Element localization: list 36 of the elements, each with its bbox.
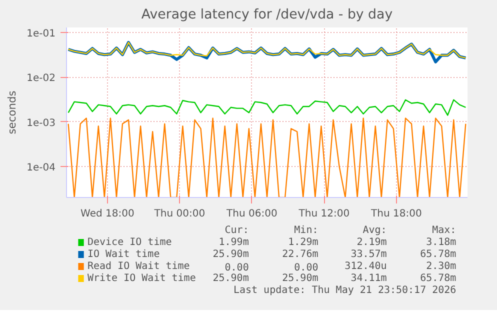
text: 1.29m [288,237,318,248]
text: 2.30m [426,261,456,272]
text: 2.19m [356,237,387,248]
y-tick-label: 1e-03 [26,118,56,129]
text: Min: [294,225,318,236]
text: 65.78m [420,273,456,284]
text: 25.90m [212,249,249,260]
text: 312.40u [344,261,387,272]
text: 33.57m [350,249,387,260]
legend-label: Read IO Wait time [87,261,190,272]
text: 3.18m [426,237,456,248]
y-tick-label: 1e-01 [26,28,56,40]
x-tick-label: Wed 18:00 [80,208,134,220]
legend-label: Write IO Wait time [87,273,196,284]
text: Cur: [224,225,249,236]
legend-label: IO Wait time [87,249,160,260]
legend-label: Device IO time [87,237,172,248]
text: Last update: Thu May 21 23:50:17 2026 [233,285,456,296]
y-tick-label: 1e-02 [26,73,56,84]
x-tick-label: Thu 06:00 [226,208,278,220]
x-tick-label: Thu 00:00 [153,208,206,220]
text: 25.90m [282,273,318,284]
text: 22.76m [282,249,318,260]
x-tick-label: Thu 18:00 [370,208,422,220]
chart-title: Average latency for /dev/vda - by day [141,8,393,22]
text: 0.00 [294,262,318,274]
x-tick-label: Thu 12:00 [298,208,350,220]
text: 25.90m [212,273,249,284]
text: Avg: [362,225,387,236]
y-axis-title: seconds [6,90,19,134]
y-tick-label: 1e-04 [26,162,56,174]
text: Max: [432,225,456,236]
text: 1.99m [218,237,249,248]
text: 65.78m [420,249,456,260]
text: 34.11m [350,273,387,284]
text: 0.00 [224,262,249,274]
